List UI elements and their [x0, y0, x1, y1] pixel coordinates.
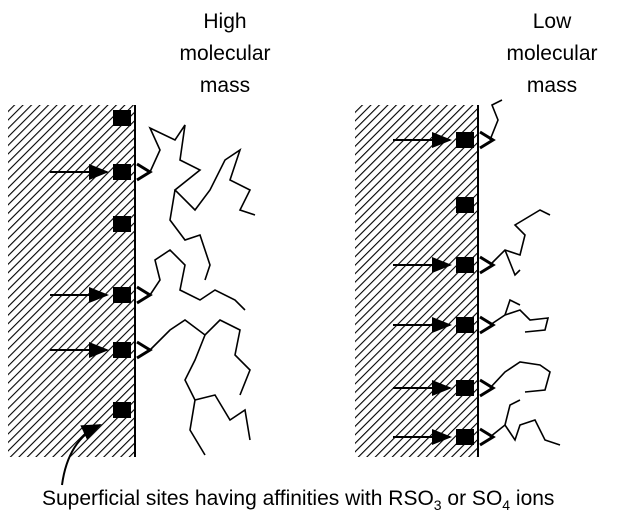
label-line: molecular	[179, 42, 270, 65]
chain	[504, 249, 521, 277]
caption-text: Superficial sites having affinities with…	[42, 487, 434, 510]
site	[456, 197, 474, 213]
site	[113, 287, 131, 303]
bond	[479, 255, 496, 275]
site	[113, 342, 131, 358]
caption-text: ions	[510, 487, 554, 510]
chain	[489, 309, 550, 333]
chain	[148, 124, 256, 216]
surface	[355, 105, 478, 457]
chain	[149, 248, 246, 311]
chain	[184, 334, 206, 456]
label-line: High	[203, 10, 246, 33]
chain	[504, 399, 521, 426]
site	[456, 257, 474, 273]
site	[113, 216, 131, 232]
chain	[489, 361, 551, 393]
chain	[504, 298, 521, 316]
chain	[489, 99, 503, 141]
site	[456, 132, 474, 148]
site	[113, 402, 131, 418]
site	[113, 110, 131, 126]
bond	[479, 378, 496, 398]
site	[456, 317, 474, 333]
chain	[194, 394, 251, 441]
sites	[50, 110, 496, 447]
chain	[149, 319, 251, 396]
site	[456, 429, 474, 445]
bond	[136, 162, 153, 182]
caption: Superficial sites having affinities with…	[42, 487, 554, 513]
pointer-arrow	[61, 424, 102, 486]
bond	[479, 130, 496, 150]
label-low: Low molecular mass	[506, 10, 597, 97]
chain	[169, 189, 211, 281]
label-high: High molecular mass	[179, 10, 270, 97]
chain	[489, 419, 561, 446]
polymer-chains	[148, 99, 561, 456]
caption-text: or SO	[442, 487, 503, 510]
site	[113, 164, 131, 180]
label-line: molecular	[506, 42, 597, 65]
bond	[136, 285, 153, 305]
subscript: 3	[434, 497, 442, 513]
subscript: 4	[502, 497, 510, 513]
label-line: Low	[533, 10, 572, 33]
bond	[479, 427, 496, 447]
bond	[136, 340, 153, 360]
surface	[8, 105, 135, 457]
chain	[489, 209, 551, 266]
site	[456, 380, 474, 396]
bond	[479, 315, 496, 335]
label-line: mass	[200, 74, 250, 97]
label-line: mass	[527, 74, 577, 97]
